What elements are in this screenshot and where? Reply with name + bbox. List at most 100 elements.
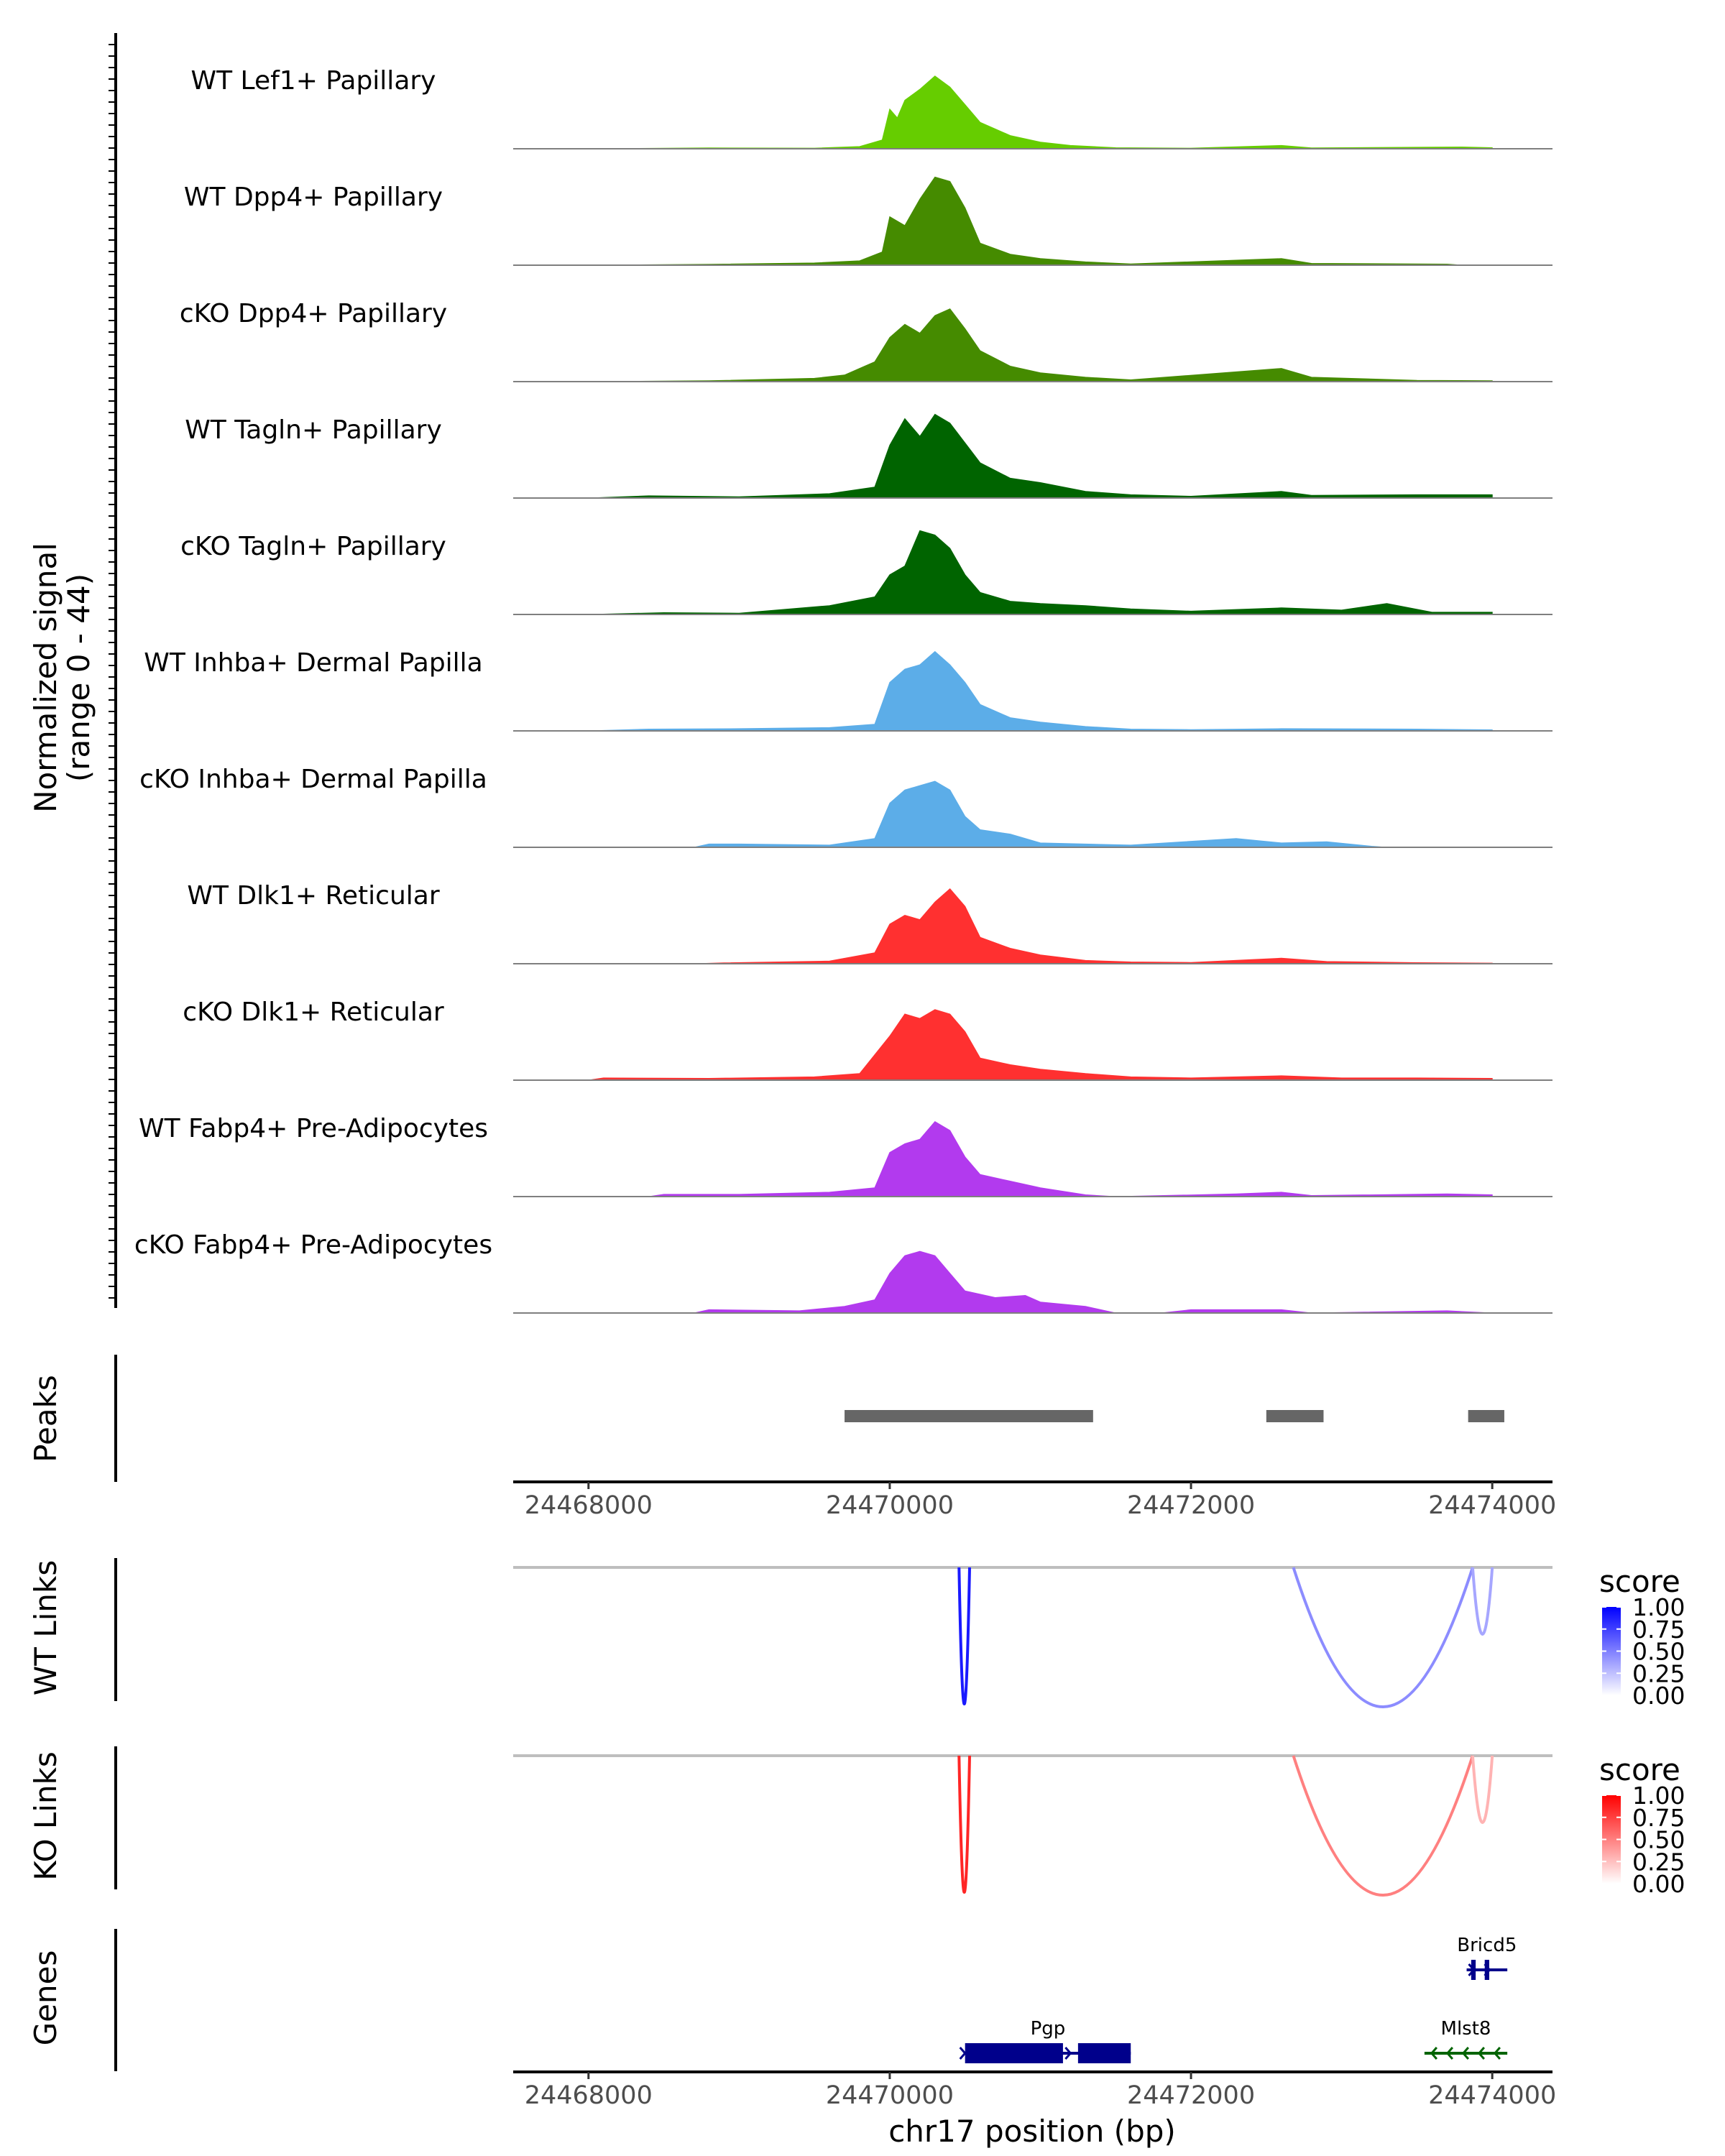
links-legend-tick-label: 0.00 [1632,1682,1685,1710]
coverage-track: cKO Fabp4+ Pre-Adipocytes [134,1230,1552,1314]
peak-region [1468,1410,1504,1422]
links-legend-tick-label: 1.00 [1632,1782,1685,1810]
strand-arrow [1468,1963,1476,1976]
coverage-area [588,413,1493,499]
x-axis-lower: 24468000 24470000 24472000 24474000 [525,2072,1556,2110]
coverage-area [588,530,1493,615]
coverage-track: cKO Tagln+ Papillary [180,530,1552,615]
coverage-track-label: cKO Fabp4+ Pre-Adipocytes [134,1230,492,1260]
links-legend-tick-label: 0.75 [1632,1616,1685,1644]
x-axis-tick-label: 24472000 [1127,1491,1255,1520]
gene-model: Pgp [959,2018,1131,2063]
strand-arrow [1484,1963,1491,1976]
links-legend-tick-label: 0.00 [1632,1870,1685,1898]
link-arc [1292,1755,1474,1897]
gene-model: Mlst8 [1424,2018,1508,2060]
coverage-track: WT Dlk1+ Reticular [187,881,1552,964]
links-legend-title: score [1599,1564,1680,1599]
coverage-area [588,780,1387,848]
peaks-panel: Peaks 24468000 24470000 24472000 24474000 [28,1355,1556,1520]
links-legend-tick-label: 0.75 [1632,1804,1685,1832]
strand-arrow [1477,2047,1485,2060]
coverage-area [588,888,1493,964]
coverage-track: cKO Inhba+ Dermal Papilla [139,765,1552,848]
links-label: KO Links [28,1751,63,1881]
peaks-label: Peaks [28,1375,63,1462]
links-legend-tick-label: 0.25 [1632,1659,1685,1687]
coverage-area [588,1009,1493,1081]
link-arc [957,1755,971,1894]
coverage-area [588,1250,1493,1314]
x-axis-tick-label: 24472000 [1127,2081,1255,2110]
coverage-area [588,650,1493,732]
coverage-area [588,1121,1493,1197]
gene-exon [965,2043,1063,2063]
links-legend-tick-label: 0.50 [1632,1638,1685,1666]
peak-region [845,1410,1093,1422]
links-label: WT Links [28,1560,63,1695]
x-axis-tick-label: 24468000 [525,1491,653,1520]
coverage-track-label: cKO Tagln+ Papillary [180,532,446,561]
x-axis-tick-label: 24470000 [826,2081,954,2110]
coverage-track-label: cKO Dpp4+ Papillary [180,299,447,328]
x-axis-tick-label: 24468000 [525,2081,653,2110]
x-axis-tick-label: 24474000 [1428,2081,1556,2110]
genes-label: Genes [28,1950,63,2046]
coverage-y-axis-title: Normalized signal [28,543,63,813]
coverage-track-label: WT Lef1+ Papillary [191,66,436,96]
coverage-track-label: WT Tagln+ Papillary [185,415,442,445]
coverage-track: cKO Dpp4+ Papillary [180,299,1552,382]
x-axis-tick-label: 24470000 [826,1491,954,1520]
coverage-y-axis-range: (range 0 - 44) [61,573,96,782]
coverage-track-label: WT Fabp4+ Pre-Adipocytes [139,1114,488,1143]
peak-regions [845,1410,1504,1422]
coverage-y-axis-ticks [109,44,116,1299]
gene-exon [1484,1960,1489,1980]
strand-arrow [1445,2047,1453,2060]
links-legend-tick-label: 1.00 [1632,1593,1685,1621]
strand-arrow [1461,2047,1469,2060]
coverage-track: WT Lef1+ Papillary [191,66,1552,149]
link-arc [1471,1567,1494,1636]
x-axis-upper: 24468000 24470000 24472000 24474000 [525,1482,1556,1520]
gene-name-label: Bricd5 [1457,1935,1517,1956]
links-legend-tick-label: 0.50 [1632,1826,1685,1854]
coverage-track-label: WT Inhba+ Dermal Papilla [144,648,482,678]
coverage-track-label: WT Dlk1+ Reticular [187,881,439,911]
coverage-track: WT Fabp4+ Pre-Adipocytes [139,1114,1552,1197]
coverage-track: WT Inhba+ Dermal Papilla [144,648,1552,732]
link-arc [1292,1567,1474,1708]
x-axis-title: chr17 position (bp) [888,2114,1176,2149]
coverage-track-label: WT Dpp4+ Papillary [184,183,443,212]
gene-name-label: Pgp [1031,2018,1066,2040]
gene-models: Bricd5 Pgp Mlst8 [959,1935,1517,2063]
strand-arrow [1430,2047,1438,2060]
link-arc [957,1567,971,1705]
strand-arrow [1064,2047,1072,2060]
coverage-area [588,308,1493,382]
links-legend-title: score [1599,1752,1680,1787]
coverage-track: WT Dpp4+ Papillary [184,176,1552,266]
link-arc [1471,1755,1494,1824]
strand-arrow [1493,2047,1501,2060]
coverage-track-label: cKO Dlk1+ Reticular [183,998,444,1027]
coverage-area [588,75,1493,149]
gene-model: Bricd5 [1457,1935,1517,1980]
x-axis-tick-label: 24474000 [1428,1491,1556,1520]
links-legend-tick-label: 0.25 [1632,1848,1685,1876]
coverage-y-axis-label: Normalized signal (range 0 - 44) [28,543,96,813]
coverage-track-label: cKO Inhba+ Dermal Papilla [139,765,487,794]
peak-region [1266,1410,1324,1422]
coverage-tracks: WT Lef1+ Papillary WT Dpp4+ Papillary cKO … [134,66,1552,1314]
coverage-area [588,176,1463,266]
strand-arrow [959,2047,967,2060]
gene-name-label: Mlst8 [1441,2018,1491,2040]
coverage-track: cKO Dlk1+ Reticular [183,998,1552,1081]
